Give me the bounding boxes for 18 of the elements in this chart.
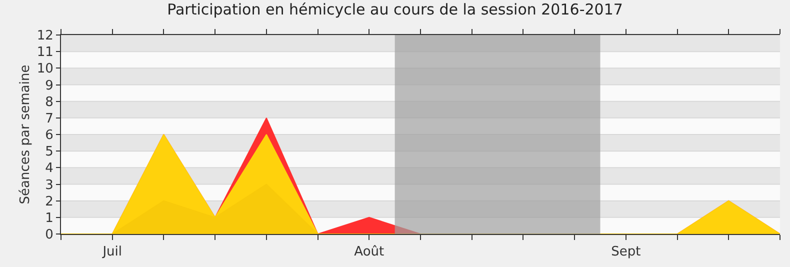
y-tick-label: 4 — [45, 161, 54, 176]
y-tick-label: 3 — [45, 178, 54, 193]
y-tick-label: 1 — [45, 210, 54, 226]
y-tick-label: 12 — [36, 28, 54, 44]
y-tick-label: 8 — [45, 94, 54, 110]
chart-title: Participation en hémicycle au cours de la session 2016-2017 — [167, 0, 623, 19]
y-axis-title: Séances par semaine — [18, 64, 33, 204]
y-tick-label: 10 — [36, 62, 54, 77]
y-tick-label: 5 — [45, 144, 54, 160]
y-tick-label: 2 — [45, 194, 54, 210]
x-tick-label: Août — [354, 244, 384, 260]
y-tick-label: 7 — [45, 111, 54, 126]
y-tick-label: 0 — [45, 228, 54, 243]
y-tick-label: 11 — [36, 45, 54, 60]
x-tick-label: Sept — [611, 244, 641, 260]
y-tick-label: 6 — [45, 128, 54, 144]
x-tick-label: Juil — [102, 244, 122, 260]
y-tick-label: 9 — [45, 78, 54, 94]
